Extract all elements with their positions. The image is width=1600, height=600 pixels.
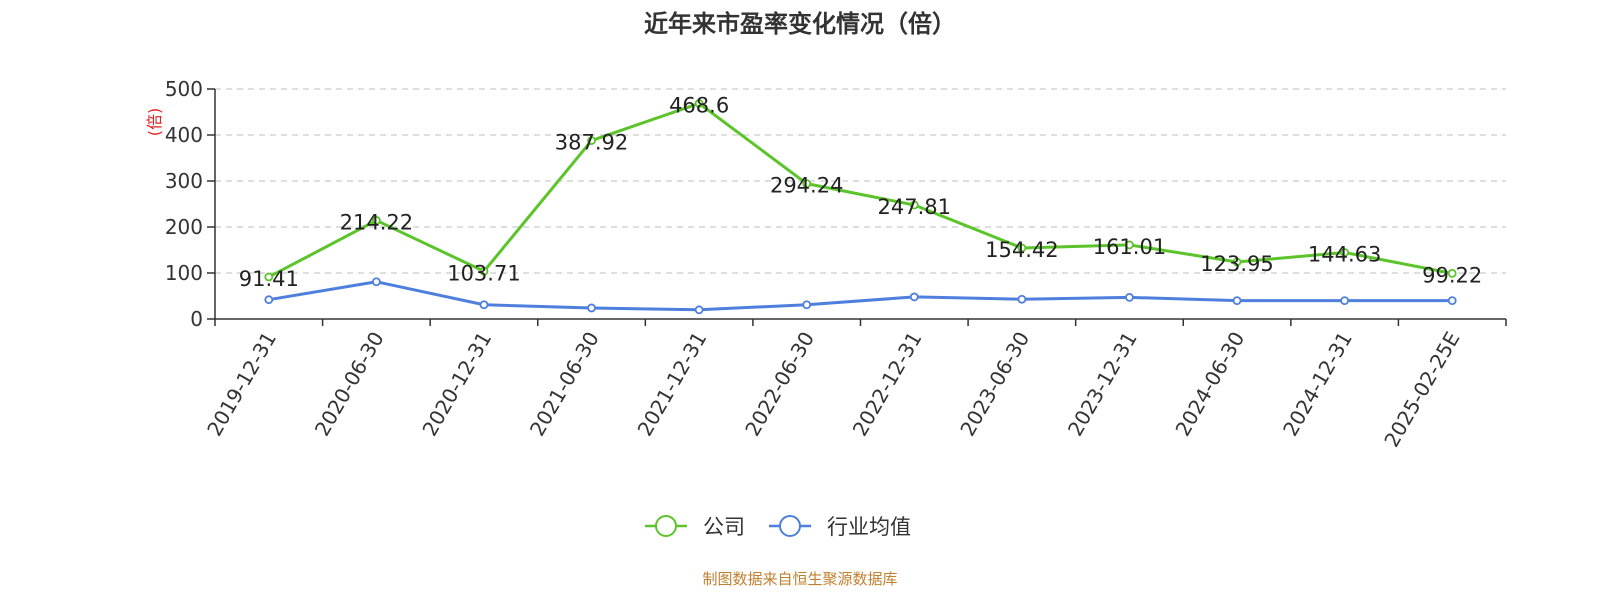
legend-marker-icon — [655, 515, 677, 537]
source-note: 制图数据来自恒生聚源数据库 — [702, 570, 897, 588]
series-0-point[interactable] — [694, 99, 704, 108]
x-tick-label: 2019-12-31 — [202, 328, 281, 441]
series-0-point[interactable] — [587, 136, 596, 145]
chart-title: 近年来市盈率变化情况（倍） — [644, 10, 956, 38]
x-tick-label: 2023-12-31 — [1063, 328, 1142, 441]
x-tick-label: 2025-02-25E — [1379, 328, 1464, 452]
series-0-point[interactable] — [802, 179, 812, 189]
series-1-point[interactable] — [1232, 296, 1242, 306]
legend[interactable]: 公司 行业均值 — [645, 515, 911, 539]
y-tick-label: 500 — [165, 77, 203, 101]
data-labels: 91.41 214.22 103.71 387.92 468.6 294.24 247.81… — [239, 93, 1483, 291]
x-tick-label: 2020-06-30 — [310, 328, 389, 441]
y-tick-label: 0 — [190, 307, 203, 331]
series-0-point[interactable] — [909, 200, 919, 210]
data-label: 144.63 — [1308, 242, 1381, 266]
series-0-point[interactable] — [371, 216, 381, 225]
series-0-point[interactable] — [479, 266, 489, 276]
series-0-point[interactable] — [1340, 248, 1350, 257]
y-tick-label: 300 — [165, 169, 203, 193]
data-label: 387.92 — [555, 131, 628, 155]
series-0-point[interactable] — [1017, 243, 1027, 253]
data-label: 468.6 — [669, 93, 729, 117]
x-tick-label: 2023-06-30 — [955, 328, 1034, 441]
series-1-point[interactable] — [909, 292, 919, 302]
series-1-point[interactable] — [264, 295, 274, 305]
series-1-point[interactable] — [1340, 296, 1350, 306]
legend-label: 公司 — [703, 515, 745, 539]
data-label: 91.41 — [239, 267, 299, 291]
legend-item-0[interactable]: 公司 — [645, 515, 745, 539]
legend-item-1[interactable]: 行业均值 — [769, 515, 911, 539]
data-label: 161.01 — [1093, 235, 1166, 259]
series-layer — [264, 99, 1457, 315]
series-0-point[interactable] — [1447, 268, 1457, 278]
series-1-point[interactable] — [802, 300, 812, 310]
legend-marker-icon — [779, 515, 801, 537]
data-label: 294.24 — [770, 174, 843, 198]
x-tick-label: 2020-12-31 — [417, 328, 496, 441]
data-label: 247.81 — [878, 195, 951, 219]
series-0-point[interactable] — [1232, 257, 1242, 267]
y-tick-label: 200 — [165, 215, 203, 239]
y-tick-label: 400 — [165, 123, 203, 147]
y-tick-label: 100 — [165, 261, 203, 285]
data-label: 123.95 — [1200, 252, 1273, 276]
series-1-point[interactable] — [1017, 294, 1027, 304]
x-tick-label: 2021-06-30 — [525, 328, 604, 441]
x-tick-label: 2022-06-30 — [740, 328, 819, 441]
series-1-point[interactable] — [1447, 296, 1457, 306]
series-0-point[interactable] — [264, 272, 274, 282]
series-1-point[interactable] — [479, 300, 489, 310]
axes: 0 100 200 300 400 500 2019-12-31 2020-06-30 2020… — [165, 77, 1507, 452]
x-tick-label: 2024-12-31 — [1278, 328, 1357, 441]
series-1-point[interactable] — [1125, 292, 1134, 302]
y-axis-label: (倍) — [145, 108, 164, 137]
data-label: 99.22 — [1422, 263, 1482, 287]
x-tick-label: 2021-12-31 — [633, 328, 712, 441]
data-label: 214.22 — [340, 210, 413, 234]
series-0-point[interactable] — [1125, 240, 1134, 250]
legend-label: 行业均值 — [827, 515, 911, 539]
series-1-point[interactable] — [371, 277, 381, 287]
series-1-point[interactable] — [587, 303, 596, 313]
data-label: 154.42 — [985, 238, 1058, 262]
series-1-point[interactable] — [694, 305, 704, 315]
series-line-0 — [268, 101, 1453, 279]
x-tick-label: 2024-06-30 — [1170, 328, 1249, 441]
data-label: 103.71 — [447, 261, 520, 285]
x-tick-label: 2022-12-31 — [848, 328, 927, 441]
series-line-1 — [268, 280, 1453, 312]
